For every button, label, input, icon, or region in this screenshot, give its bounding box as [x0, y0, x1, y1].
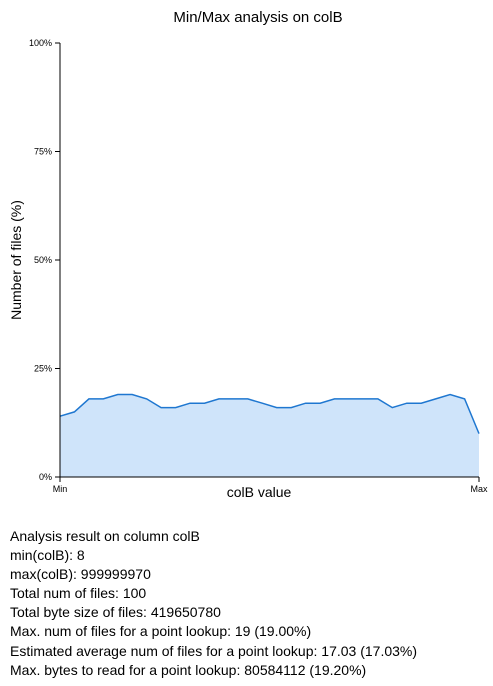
y-tick-label: 75% — [34, 147, 52, 157]
stats-max-bytes-lookup: Max. bytes to read for a point lookup: 8… — [10, 661, 367, 678]
x-tick-label: Min — [53, 484, 68, 494]
stats-total-files: Total num of files: 100 — [10, 585, 147, 602]
y-tick-label: 0% — [39, 472, 52, 482]
stats-min: min(colB): 8 — [10, 547, 85, 564]
y-tick-label: 25% — [34, 364, 52, 374]
y-axis-label: Number of files (%) — [8, 200, 24, 320]
stats-total-bytes: Total byte size of files: 419650780 — [10, 604, 221, 621]
plot-area: 0% 25% 50% 75% 100% Min Max — [29, 38, 488, 494]
min-max-chart: Min/Max analysis on colB Number of files… — [8, 9, 488, 500]
series-area — [60, 394, 479, 477]
y-tick-label: 100% — [29, 38, 52, 48]
x-axis-label: colB value — [227, 484, 292, 500]
series-line — [59, 393, 480, 434]
stats-avg-files-lookup: Estimated average num of files for a poi… — [10, 642, 418, 659]
stats-max: max(colB): 999999970 — [10, 566, 151, 583]
y-tick-label: 50% — [34, 255, 52, 265]
stats-max-files-lookup: Max. num of files for a point lookup: 19… — [10, 623, 312, 640]
analysis-results: Analysis result on column colB min(colB)… — [10, 527, 417, 680]
stats-heading: Analysis result on column colB — [10, 528, 200, 544]
chart-title: Min/Max analysis on colB — [173, 9, 342, 26]
x-tick-label: Max — [470, 484, 488, 494]
